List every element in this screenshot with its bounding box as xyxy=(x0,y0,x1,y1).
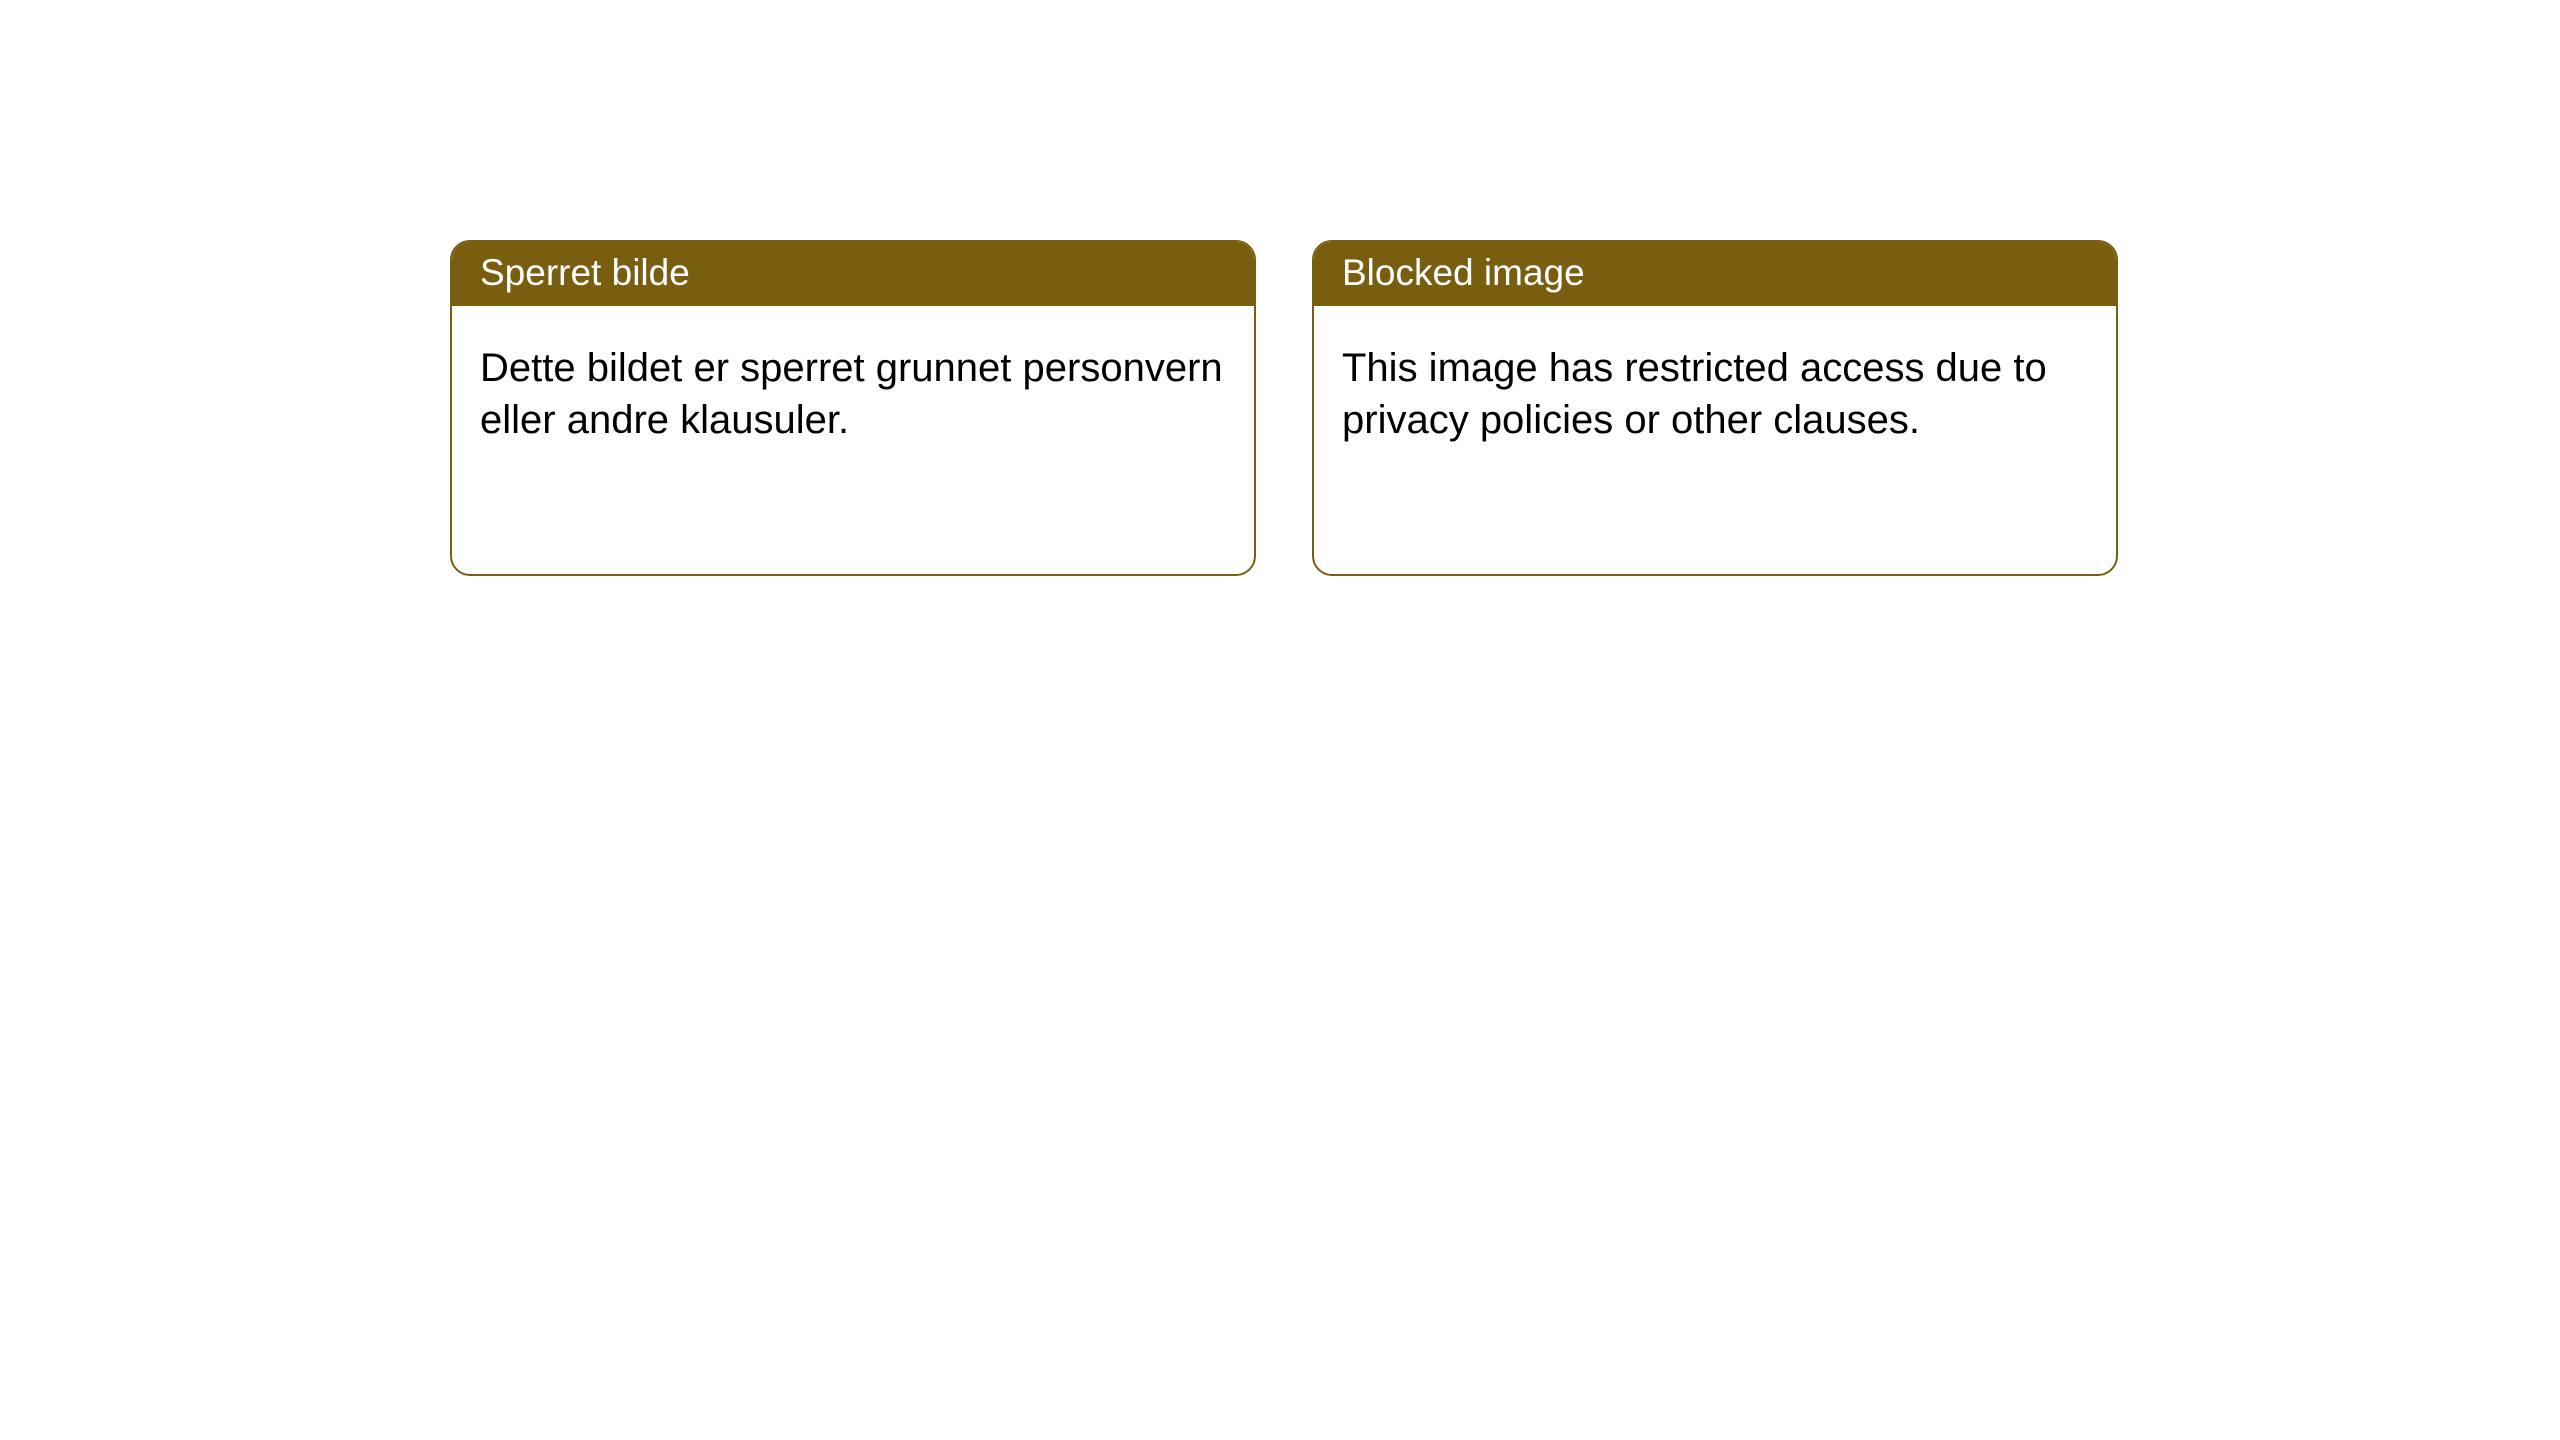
card-body: Dette bildet er sperret grunnet personve… xyxy=(452,306,1254,482)
notice-card-norwegian: Sperret bilde Dette bildet er sperret gr… xyxy=(450,240,1256,576)
card-header: Sperret bilde xyxy=(452,242,1254,306)
notice-card-english: Blocked image This image has restricted … xyxy=(1312,240,2118,576)
card-body-text: This image has restricted access due to … xyxy=(1342,346,2047,442)
card-header: Blocked image xyxy=(1314,242,2116,306)
card-body: This image has restricted access due to … xyxy=(1314,306,2116,482)
card-body-text: Dette bildet er sperret grunnet personve… xyxy=(480,346,1223,442)
card-title: Sperret bilde xyxy=(480,252,690,293)
card-title: Blocked image xyxy=(1342,252,1585,293)
notice-container: Sperret bilde Dette bildet er sperret gr… xyxy=(0,0,2560,576)
